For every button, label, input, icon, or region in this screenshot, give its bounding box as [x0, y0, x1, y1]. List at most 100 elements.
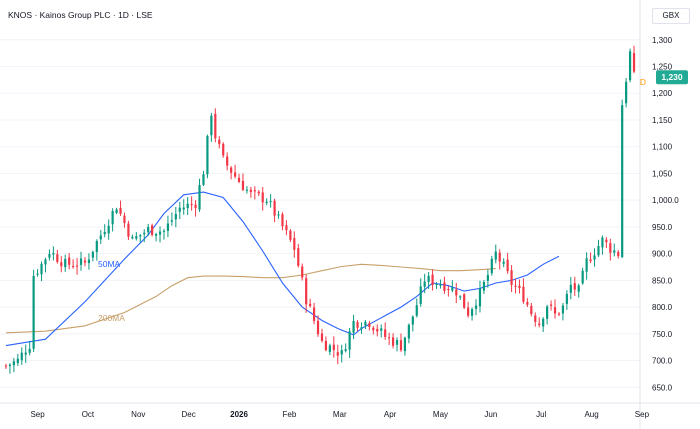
candle-body: [597, 245, 600, 256]
candle-body: [289, 230, 292, 240]
chart-title: KNOS · Kainos Group PLC · 1D · LSE: [8, 10, 153, 20]
y-tick-label: 850.0: [652, 276, 673, 285]
candle-body: [297, 248, 300, 266]
candle-body: [79, 258, 83, 265]
candle-body: [230, 167, 233, 173]
candle-body: [4, 365, 8, 367]
candle-body: [265, 201, 268, 203]
candle-body: [391, 337, 395, 346]
candle-body: [352, 320, 355, 333]
candle-body: [214, 113, 217, 139]
candle-body: [447, 288, 450, 291]
candle-body: [463, 294, 466, 308]
y-tick-label: 900.0: [652, 250, 673, 259]
candle-body: [237, 177, 241, 182]
candle-body: [538, 323, 541, 326]
candle-body: [411, 316, 414, 325]
candle-body: [202, 174, 205, 185]
candle-body: [210, 115, 213, 136]
candle-body: [498, 252, 501, 262]
candle-body: [198, 184, 201, 210]
candle-body: [269, 201, 272, 203]
candle-body: [522, 286, 525, 302]
candle-body: [56, 254, 59, 262]
grid: [0, 39, 640, 388]
candle-body: [64, 258, 67, 268]
y-tick-label: 1,100: [652, 143, 673, 152]
candle-body: [281, 214, 284, 227]
candle-body: [154, 234, 158, 236]
candle-body: [261, 192, 264, 203]
candle-body: [135, 236, 138, 239]
candle-body: [407, 324, 410, 339]
y-tick-label: 1,250: [652, 62, 673, 71]
candlestick-series: [4, 45, 636, 374]
candle-body: [83, 260, 87, 263]
candle-body: [459, 296, 462, 298]
x-tick-label: Feb: [282, 410, 296, 419]
candle-body: [423, 281, 426, 287]
x-tick-label: Jun: [484, 410, 497, 419]
candle-body: [233, 172, 237, 177]
candle-body: [8, 364, 12, 367]
candle-body: [542, 318, 545, 327]
price-axis[interactable]: 1,300 1,250 1,200 1,150 1,100 1,050 1,000.0 950…: [639, 0, 679, 429]
candle-body: [293, 238, 296, 250]
candle-body: [502, 261, 505, 264]
candle-body: [490, 258, 493, 274]
candle-body: [127, 223, 130, 237]
candle-body: [162, 230, 166, 232]
candle-body: [158, 231, 162, 235]
candle-body: [16, 358, 19, 364]
candle-body: [364, 321, 367, 326]
candle-body: [451, 287, 454, 291]
candle-body: [48, 254, 51, 258]
candle-body: [605, 239, 608, 243]
candle-body: [510, 270, 513, 285]
series-labels: 50MA 200MA 1,230 D: [98, 70, 688, 323]
candle-body: [194, 204, 197, 209]
candle-body: [123, 215, 126, 223]
candle-body: [573, 283, 576, 290]
candle-body: [312, 307, 316, 321]
candle-body: [609, 243, 612, 253]
candle-body: [143, 232, 146, 235]
candle-body: [139, 235, 142, 237]
currency-button[interactable]: GBX: [652, 8, 690, 24]
candle-body: [585, 258, 588, 272]
candle-body: [376, 328, 379, 332]
candle-body: [482, 281, 486, 291]
x-tick-label: Mar: [333, 410, 347, 419]
candle-body: [419, 286, 422, 304]
candle-body: [625, 81, 628, 104]
candle-body: [601, 237, 604, 248]
candle-body: [115, 209, 118, 213]
x-tick-label: Oct: [82, 410, 95, 419]
candle-body: [443, 282, 446, 291]
candle-body: [518, 285, 521, 289]
candle-body: [384, 329, 387, 337]
candle-body: [273, 200, 276, 216]
candle-body: [226, 156, 229, 166]
candle-body: [494, 251, 497, 260]
last-price-tag: [656, 70, 688, 85]
last-price-label: 1,230: [661, 72, 683, 82]
candle-body: [174, 213, 177, 220]
candle-body: [166, 223, 170, 231]
candle-body: [107, 225, 110, 234]
time-axis[interactable]: Sep Oct Nov Dec 2026 Feb Mar Apr May Jun Jul Aug Sep: [0, 402, 700, 419]
candle-body: [356, 322, 359, 328]
candle-body: [301, 266, 304, 278]
candle-body: [241, 180, 245, 190]
candle-body: [44, 259, 47, 265]
candle-body: [178, 207, 181, 212]
candle-body: [277, 214, 280, 216]
candle-body: [99, 235, 102, 240]
candle-body: [617, 251, 620, 257]
candle-body: [372, 327, 375, 331]
candle-body: [388, 337, 391, 339]
candle-body: [206, 135, 209, 175]
ma200-line: [5, 263, 496, 334]
candle-body: [569, 284, 572, 293]
